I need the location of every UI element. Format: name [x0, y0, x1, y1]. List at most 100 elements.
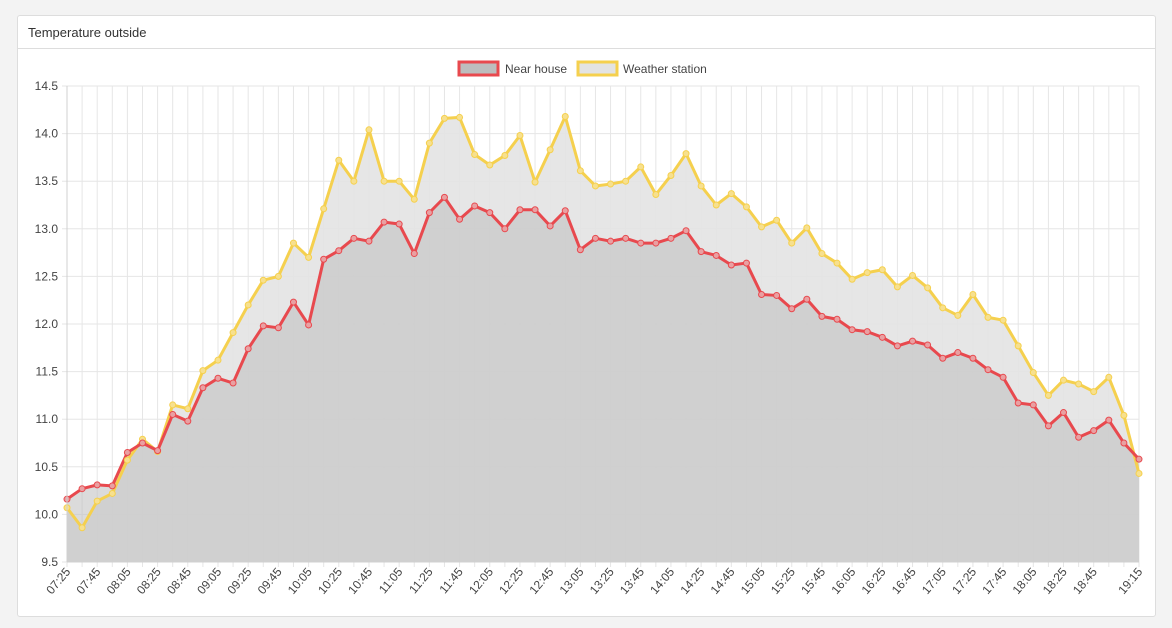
- data-points: [63, 112, 1143, 532]
- data-point: [320, 205, 328, 213]
- legend-swatch: [576, 60, 619, 77]
- x-tick-label: 10:45: [345, 565, 375, 597]
- data-point: [773, 291, 781, 299]
- y-tick-label: 14.0: [35, 127, 59, 141]
- data-point: [123, 456, 131, 464]
- data-point: [410, 195, 418, 203]
- data-point: [607, 237, 615, 245]
- x-tick-label: 07:45: [73, 565, 103, 597]
- data-point: [1060, 409, 1068, 417]
- y-tick-label: 12.0: [35, 317, 59, 331]
- data-point: [803, 295, 811, 303]
- data-point: [939, 354, 947, 362]
- data-point: [78, 524, 86, 532]
- x-tick-label: 18:05: [1010, 565, 1040, 597]
- x-tick-label: 10:05: [285, 565, 315, 597]
- data-point: [440, 193, 448, 201]
- data-point: [637, 239, 645, 247]
- legend-item-1[interactable]: Weather station: [576, 60, 707, 77]
- data-point: [350, 177, 358, 185]
- y-tick-label: 13.5: [35, 174, 59, 188]
- data-point: [320, 255, 328, 263]
- data-point: [939, 304, 947, 312]
- data-point: [335, 156, 343, 164]
- data-point: [984, 313, 992, 321]
- x-tick-label: 10:25: [315, 565, 345, 597]
- x-tick-label: 15:45: [798, 565, 828, 597]
- data-point: [878, 266, 886, 274]
- data-point: [335, 247, 343, 255]
- data-point: [289, 298, 297, 306]
- data-point: [1090, 388, 1098, 396]
- x-tick-label: 09:05: [194, 565, 224, 597]
- data-point: [380, 177, 388, 185]
- data-point: [984, 366, 992, 374]
- x-tick-label: 13:05: [557, 565, 587, 597]
- data-point: [1105, 416, 1113, 424]
- data-point: [305, 321, 313, 329]
- data-point: [909, 271, 917, 279]
- data-point: [697, 182, 705, 190]
- legend-item-0[interactable]: Near house: [457, 60, 567, 77]
- data-point: [1014, 342, 1022, 350]
- series-areas: [67, 116, 1139, 563]
- data-point: [637, 163, 645, 171]
- data-point: [108, 482, 116, 490]
- data-point: [440, 114, 448, 122]
- x-tick-label: 08:25: [134, 565, 164, 597]
- legend[interactable]: Near house Weather station: [457, 60, 707, 77]
- data-point: [969, 354, 977, 362]
- data-point: [244, 301, 252, 309]
- data-point: [848, 275, 856, 283]
- data-point: [833, 315, 841, 323]
- data-point: [1044, 422, 1052, 430]
- data-point: [893, 342, 901, 350]
- data-point: [516, 132, 524, 139]
- x-tick-label: 11:45: [436, 565, 466, 597]
- data-point: [456, 215, 464, 223]
- data-point: [742, 203, 750, 211]
- panel-body: 14.5 14.0 13.5 13.0 12.5 12.0 11.5 11.0 10.5 10.0…: [18, 49, 1155, 622]
- data-point: [501, 225, 509, 233]
- data-point: [1029, 401, 1037, 409]
- data-point: [999, 316, 1007, 324]
- data-point: [1044, 391, 1052, 399]
- data-point: [893, 283, 901, 291]
- data-point: [954, 311, 962, 319]
- x-tick-label: 08:45: [164, 565, 194, 597]
- data-point: [486, 161, 494, 169]
- y-tick-label: 9.5: [41, 555, 58, 569]
- data-point: [818, 312, 826, 320]
- x-tick-label: 15:25: [768, 565, 798, 597]
- y-tick-label: 13.0: [35, 222, 59, 236]
- x-tick-label: 16:25: [859, 565, 889, 597]
- data-point: [1120, 411, 1128, 419]
- data-point: [682, 227, 690, 235]
- x-tick-label: 13:45: [617, 565, 647, 597]
- data-point: [274, 272, 282, 280]
- x-tick-label: 19:15: [1115, 565, 1145, 597]
- x-tick-label: 11:05: [376, 565, 406, 597]
- data-point: [561, 112, 569, 120]
- data-point: [652, 191, 660, 199]
- data-point: [1075, 433, 1083, 441]
- data-point: [229, 379, 237, 387]
- x-tick-label: 09:25: [224, 565, 254, 597]
- data-point: [712, 251, 720, 259]
- data-point: [154, 447, 162, 455]
- legend-label: Near house: [505, 62, 567, 76]
- data-point: [456, 113, 464, 121]
- y-tick-label: 11.0: [36, 412, 59, 426]
- data-point: [108, 489, 116, 497]
- data-point: [169, 410, 177, 418]
- data-point: [184, 417, 192, 425]
- y-tick-label: 12.5: [35, 269, 59, 283]
- data-point: [863, 269, 871, 277]
- data-point: [742, 259, 750, 267]
- series-line-1: [65, 114, 1141, 530]
- data-point: [1120, 439, 1128, 447]
- data-point: [199, 384, 207, 392]
- y-tick-label: 10.5: [35, 460, 59, 474]
- data-point: [259, 322, 267, 330]
- data-point: [395, 177, 403, 185]
